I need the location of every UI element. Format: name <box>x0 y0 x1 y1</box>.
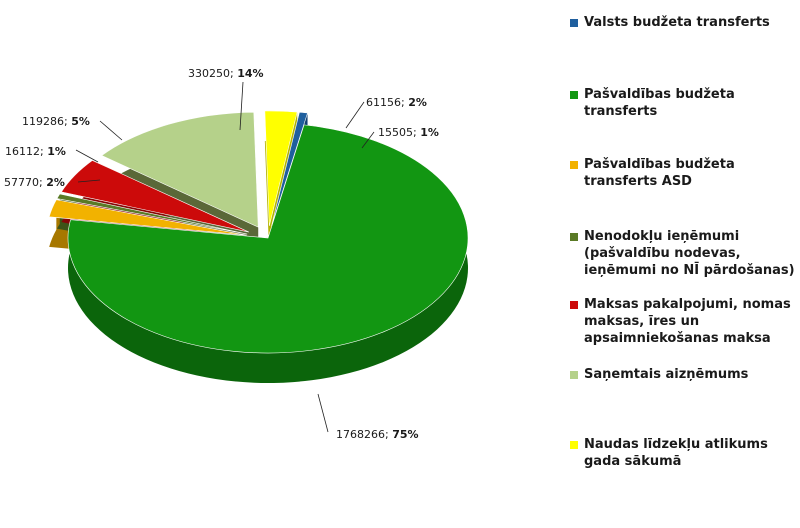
pie-slice-asd <box>48 199 247 236</box>
leader-line-slice-nenodoklu <box>75 149 99 163</box>
legend-swatch <box>570 161 578 169</box>
legend-label: Naudas līdzekļu atlikums gada sākumā <box>584 437 768 469</box>
leader-line-slice-maksas <box>99 120 123 141</box>
leader-line-slice-valsts <box>361 131 375 149</box>
data-label-atlikums: 61156; 2% <box>366 96 427 109</box>
legend-item-asd: Pašvaldības budžeta transferts ASD <box>570 156 795 190</box>
data-label-valsts: 15505; 1% <box>378 126 439 139</box>
legend-label: Maksas pakalpojumi, nomas maksas, īres u… <box>584 297 791 346</box>
legend-label: Pašvaldības budžeta transferts <box>584 87 735 119</box>
pie-slice-maksas <box>60 160 249 233</box>
legend-item-pasvaldibas: Pašvaldības budžeta transferts <box>570 86 795 120</box>
legend-swatch <box>570 301 578 309</box>
pie-slice-nenodoklu <box>56 193 248 235</box>
pie-slice-atlikums <box>264 110 298 226</box>
legend: Valsts budžeta transferts Pašvaldības bu… <box>570 0 795 528</box>
legend-label: Saņemtais aizņēmums <box>584 367 749 382</box>
pie-tops <box>48 110 469 354</box>
legend-swatch <box>570 371 578 379</box>
pie-slice-valsts <box>271 111 308 227</box>
leader-line-slice-asd <box>77 179 101 183</box>
legend-swatch <box>570 233 578 241</box>
legend-label: Valsts budžeta transferts <box>584 15 770 30</box>
pie-slice-pasvaldibas <box>67 124 469 354</box>
pie-slice-aiznemums <box>101 111 259 228</box>
legend-item-nenodoklu: Nenodokļu ieņēmumi (pašvaldību nodevas, … <box>570 228 795 279</box>
data-labels: 15505; 1% 1768266; 75% 57770; 2% 16112; … <box>4 67 439 441</box>
legend-swatch <box>570 19 578 27</box>
leader-line-slice-atlikums <box>345 101 365 129</box>
leader-lines <box>75 81 375 433</box>
data-label-asd: 57770; 2% <box>4 176 65 189</box>
data-label-nenodoklu: 16112; 1% <box>5 145 66 158</box>
data-label-maksas: 119286; 5% <box>22 115 90 128</box>
leader-line-slice-pasvaldibas <box>317 393 329 433</box>
legend-item-atlikums: Naudas līdzekļu atlikums gada sākumā <box>570 436 795 470</box>
legend-item-maksas: Maksas pakalpojumi, nomas maksas, īres u… <box>570 296 795 347</box>
data-label-aiznemums: 330250; 14% <box>188 67 264 80</box>
data-label-pasvaldibas: 1768266; 75% <box>336 428 419 441</box>
legend-label: Pašvaldības budžeta transferts ASD <box>584 157 735 189</box>
legend-swatch <box>570 441 578 449</box>
legend-swatch <box>570 91 578 99</box>
pie-chart: 15505; 1% 1768266; 75% 57770; 2% 16112; … <box>4 67 469 441</box>
leader-line-slice-aiznemums <box>239 81 244 131</box>
legend-item-aiznemums: Saņemtais aizņēmums <box>570 366 795 383</box>
legend-label: Nenodokļu ieņēmumi (pašvaldību nodevas, … <box>584 229 795 278</box>
legend-item-valsts: Valsts budžeta transferts <box>570 14 795 31</box>
